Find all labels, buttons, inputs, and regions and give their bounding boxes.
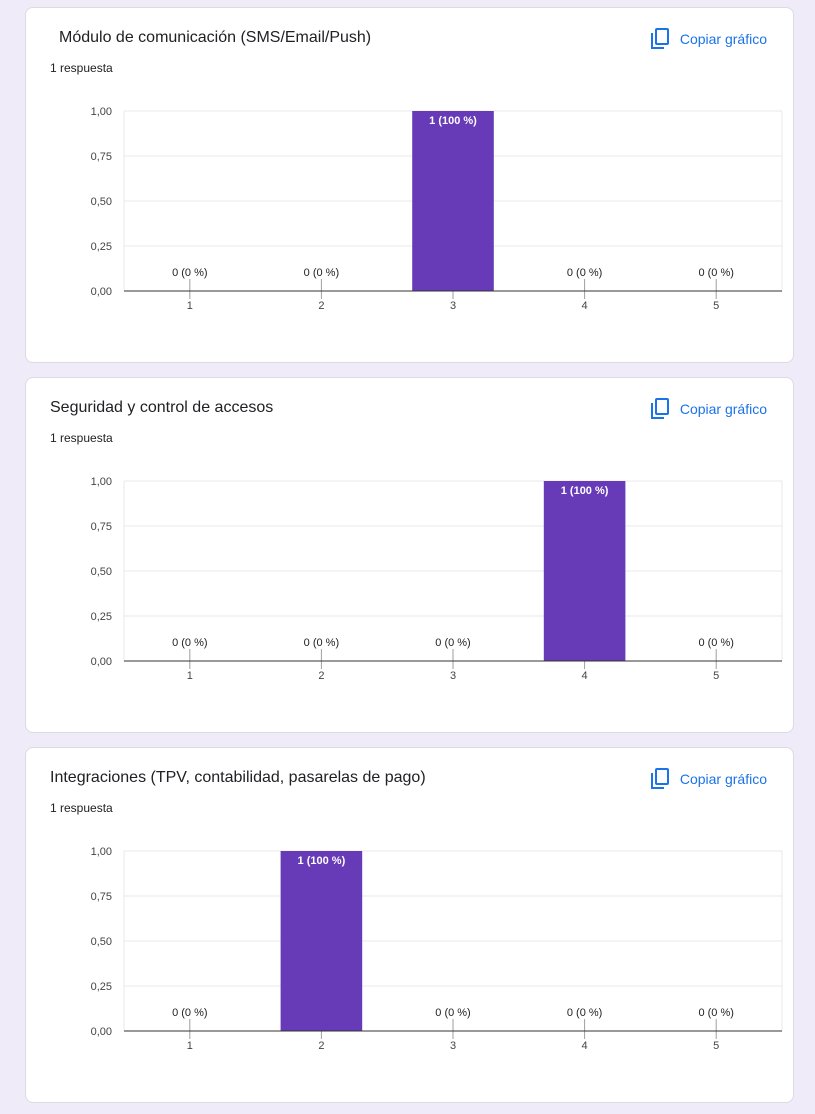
x-tick-label: 3	[450, 300, 456, 312]
data-label: 0 (0 %)	[435, 1007, 470, 1019]
y-tick-label: 0,50	[91, 936, 112, 948]
copy-icon	[650, 28, 669, 49]
data-label: 0 (0 %)	[304, 267, 339, 279]
response-count: 1 respuesta	[50, 801, 113, 815]
bar-chart: 0,00 0,25 0,50 0,75 1,00 0 (0 %) 1 1 (100 %) 2 0 …	[91, 846, 783, 1052]
x-tick-label: 1	[187, 1040, 193, 1052]
y-tick-label: 0,25	[91, 981, 112, 993]
copy-chart-label: Copiar gráfico	[679, 31, 767, 47]
x-tick-label: 4	[582, 1040, 588, 1052]
question-title: Integraciones (TPV, contabilidad, pasare…	[50, 769, 426, 786]
data-label: 0 (0 %)	[567, 267, 602, 279]
copy-chart-button[interactable]: Copiar gráfico	[650, 766, 767, 792]
data-label: 1 (100 %)	[298, 855, 346, 867]
y-tick-label: 0,50	[91, 566, 112, 578]
data-label: 0 (0 %)	[172, 1007, 207, 1019]
copy-chart-button[interactable]: Copiar gráfico	[650, 396, 767, 422]
x-tick-label: 1	[187, 670, 193, 682]
copy-chart-label: Copiar gráfico	[679, 771, 767, 787]
copy-icon	[650, 398, 669, 419]
y-tick-label: 0,00	[91, 286, 112, 298]
y-tick-label: 0,25	[91, 241, 112, 253]
data-label: 1 (100 %)	[561, 485, 609, 497]
copy-icon	[650, 768, 669, 789]
question-title: Seguridad y control de accesos	[50, 399, 274, 416]
y-tick-label: 1,00	[91, 106, 112, 118]
response-count: 1 respuesta	[50, 431, 113, 445]
x-tick-label: 4	[582, 300, 588, 312]
data-label: 0 (0 %)	[698, 1007, 733, 1019]
x-tick-label: 3	[450, 670, 456, 682]
y-tick-label: 1,00	[91, 846, 112, 858]
x-tick-label: 5	[713, 670, 719, 682]
data-label: 0 (0 %)	[698, 637, 733, 649]
bar	[412, 111, 494, 291]
x-tick-label: 5	[713, 1040, 719, 1052]
data-label: 1 (100 %)	[429, 115, 477, 127]
data-label: 0 (0 %)	[304, 637, 339, 649]
x-tick-label: 2	[318, 1040, 324, 1052]
chart-card: Seguridad y control de accesos 1 respues…	[25, 377, 794, 733]
x-tick-label: 3	[450, 1040, 456, 1052]
x-tick-label: 5	[713, 300, 719, 312]
data-label: 0 (0 %)	[567, 1007, 602, 1019]
bar-chart: 0,00 0,25 0,50 0,75 1,00 0 (0 %) 1 0 (0 %) 2 1 (1…	[91, 106, 783, 312]
copy-chart-button[interactable]: Copiar gráfico	[650, 26, 767, 52]
response-count: 1 respuesta	[50, 61, 113, 75]
data-label: 0 (0 %)	[698, 267, 733, 279]
data-label: 0 (0 %)	[172, 637, 207, 649]
y-tick-label: 0,00	[91, 656, 112, 668]
chart-card: Integraciones (TPV, contabilidad, pasare…	[25, 747, 794, 1103]
y-tick-label: 0,75	[91, 891, 112, 903]
chart-card: Módulo de comunicación (SMS/Email/Push) …	[25, 7, 794, 363]
x-tick-label: 2	[318, 300, 324, 312]
y-tick-label: 1,00	[91, 476, 112, 488]
y-tick-label: 0,75	[91, 151, 112, 163]
y-tick-label: 0,50	[91, 196, 112, 208]
question-title: Módulo de comunicación (SMS/Email/Push)	[59, 29, 372, 46]
data-label: 0 (0 %)	[172, 267, 207, 279]
copy-chart-label: Copiar gráfico	[679, 401, 767, 417]
y-tick-label: 0,25	[91, 611, 112, 623]
y-tick-label: 0,75	[91, 521, 112, 533]
y-tick-label: 0,00	[91, 1026, 112, 1038]
data-label: 0 (0 %)	[435, 637, 470, 649]
bar	[543, 481, 626, 661]
x-tick-label: 1	[187, 300, 193, 312]
bar	[280, 851, 363, 1031]
x-tick-label: 4	[582, 670, 588, 682]
x-tick-label: 2	[318, 670, 324, 682]
bar-chart: 0,00 0,25 0,50 0,75 1,00 0 (0 %) 1 0 (0 %) 2 0 (0…	[91, 476, 783, 682]
